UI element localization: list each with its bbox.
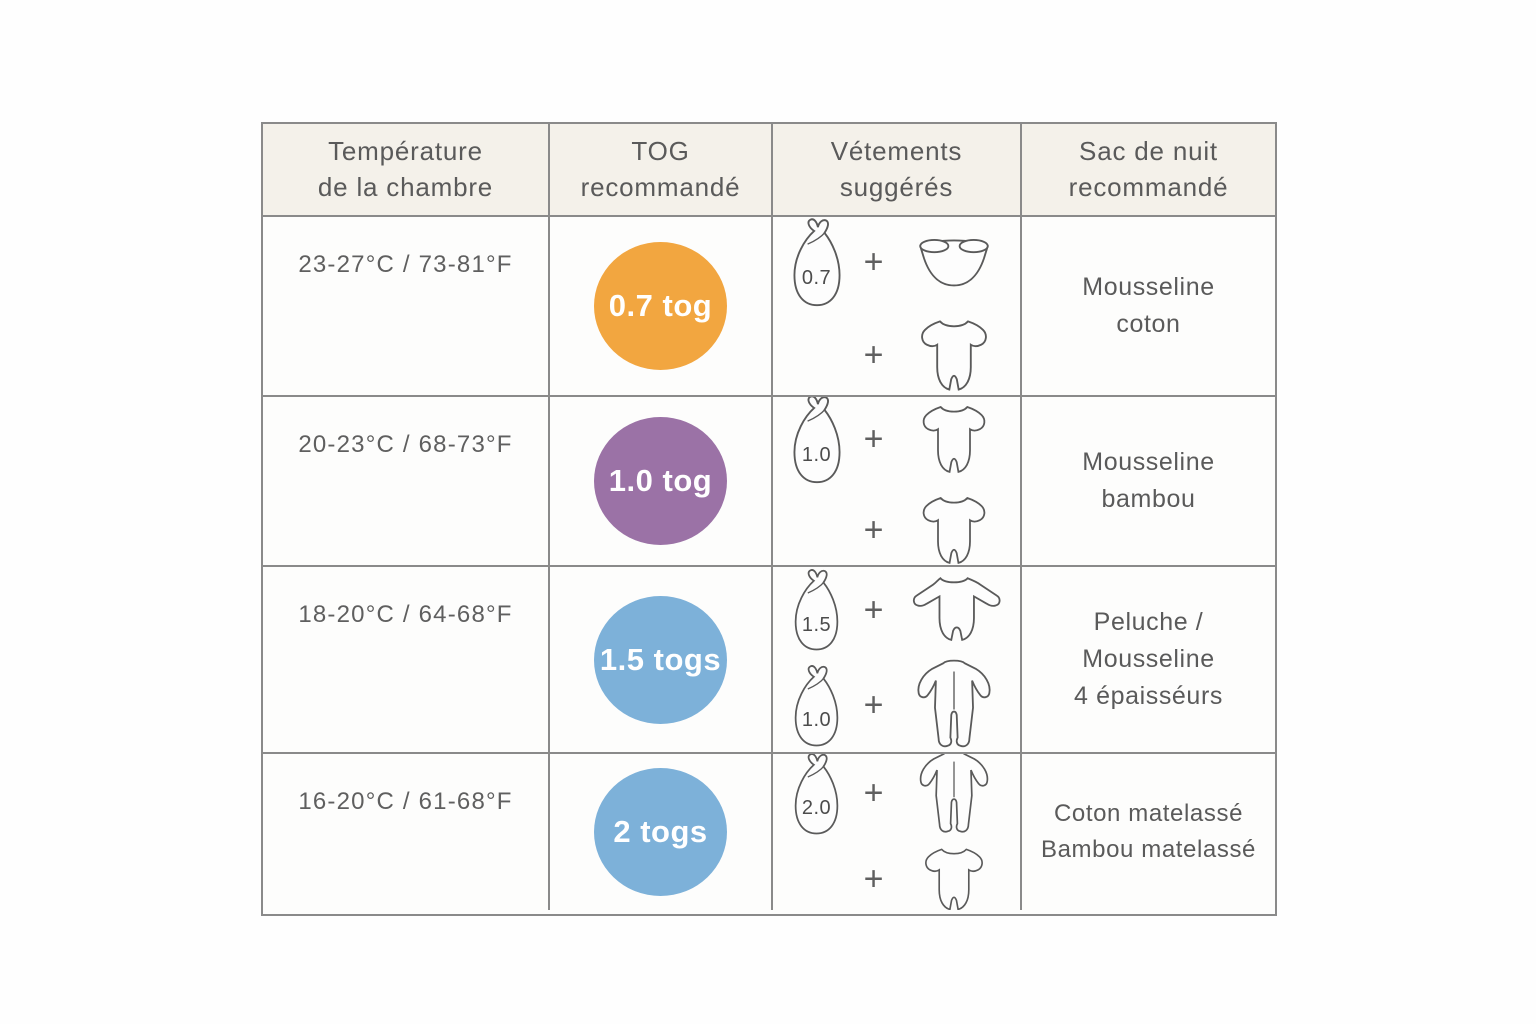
temperature-range: 18-20°C / 64-68°F bbox=[263, 567, 550, 754]
sleep-bag-recommendation: Mousseline coton bbox=[1022, 217, 1275, 397]
bodysuit-short-sleeve-icon bbox=[916, 490, 992, 565]
bodysuit-short-sleeve-icon bbox=[916, 399, 992, 479]
tog-recommendation-table: Température de la chambre TOG recommandé… bbox=[261, 122, 1277, 916]
bodysuit-short-sleeve-icon bbox=[918, 842, 990, 910]
header-tog-recommended: TOG recommandé bbox=[550, 124, 773, 217]
spacer bbox=[783, 350, 851, 360]
spacer bbox=[783, 875, 851, 883]
sleep-bag-recommendation: Coton matelassé Bambou matelassé bbox=[1040, 800, 1257, 863]
sleepbag-tog-value: 0.7 bbox=[801, 266, 832, 289]
plus-icon: + bbox=[863, 590, 884, 629]
tog-badge: 2 togs bbox=[594, 768, 727, 896]
tog-cell: 2 togs bbox=[550, 754, 773, 910]
clothing-cell: 1.0 + + bbox=[773, 397, 1022, 567]
header-suggested-clothing: Vétements suggérés bbox=[773, 124, 1022, 217]
sleep-bag-recommendation: Peluche / Mousseline 4 épaisséurs bbox=[1022, 567, 1275, 754]
tog-badge: 1.5 togs bbox=[594, 595, 727, 724]
temperature-range: 23-27°C / 73-81°F bbox=[263, 217, 550, 397]
clothing-cell: 0.7 + + bbox=[773, 217, 1022, 397]
plus-icon: + bbox=[863, 686, 884, 724]
sleepbag-icon: 1.5 bbox=[785, 567, 848, 653]
footed-pajama-icon bbox=[902, 657, 1006, 752]
temperature-range: 20-23°C / 68-73°F bbox=[263, 397, 550, 567]
sleepbag-tog-value: 1.0 bbox=[801, 709, 832, 732]
plus-icon: + bbox=[863, 774, 884, 812]
sleepbag-icon: 1.0 bbox=[783, 397, 851, 486]
plus-icon: + bbox=[863, 336, 884, 374]
sleep-bag-recommendation: Mousseline bambou bbox=[1022, 397, 1275, 567]
plus-icon: + bbox=[863, 420, 884, 458]
spacer bbox=[783, 525, 851, 535]
plus-icon: + bbox=[863, 511, 884, 549]
bodysuit-long-sleeve-icon bbox=[897, 571, 1011, 649]
tog-badge: 0.7 tog bbox=[594, 242, 727, 370]
tog-cell: 1.5 togs bbox=[550, 567, 773, 754]
sleepbag-icon: 1.0 bbox=[785, 662, 848, 749]
tog-cell: 1.0 tog bbox=[550, 397, 773, 567]
plus-icon: + bbox=[863, 860, 884, 898]
tog-cell: 0.7 tog bbox=[550, 217, 773, 397]
bodysuit-short-sleeve-icon bbox=[914, 313, 994, 395]
sleepbag-icon: 2.0 bbox=[785, 754, 848, 837]
sleepbag-tog-value: 1.5 bbox=[801, 613, 832, 636]
header-recommended-sleep-bag: Sac de nuit recommandé bbox=[1022, 124, 1275, 217]
sleepbag-icon: 0.7 bbox=[783, 217, 851, 309]
temperature-range: 16-20°C / 61-68°F bbox=[263, 754, 550, 910]
clothing-cell: 1.5 + 1.0 + bbox=[773, 567, 1022, 754]
header-room-temperature: Température de la chambre bbox=[263, 124, 550, 217]
sleepbag-tog-value: 1.0 bbox=[801, 443, 832, 466]
footed-pajama-icon bbox=[904, 754, 1004, 838]
clothing-cell: 2.0 + + bbox=[773, 754, 1022, 910]
diaper-icon bbox=[910, 232, 998, 292]
sleepbag-tog-value: 2.0 bbox=[801, 797, 832, 820]
tog-badge: 1.0 tog bbox=[594, 417, 727, 545]
plus-icon: + bbox=[863, 243, 884, 281]
